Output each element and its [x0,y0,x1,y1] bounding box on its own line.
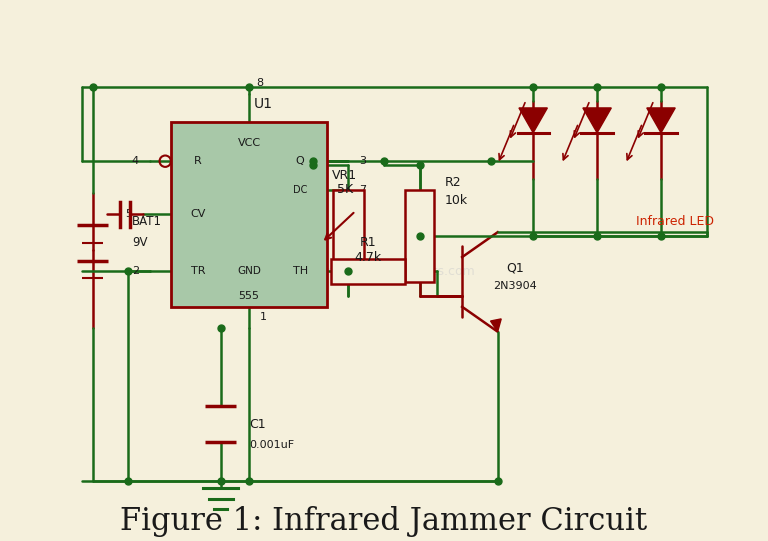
Polygon shape [519,108,548,133]
Text: Infrared LED: Infrared LED [636,215,714,228]
Text: U1: U1 [253,97,273,111]
Bar [406,189,434,282]
Polygon shape [491,319,502,332]
Text: R2: R2 [445,176,461,189]
Text: Q: Q [296,156,305,166]
Polygon shape [647,108,675,133]
Text: CV: CV [190,209,206,220]
Text: R: R [194,156,202,166]
Text: 4.7k: 4.7k [355,250,382,263]
Text: 7: 7 [359,184,366,195]
Bar [331,259,406,284]
Polygon shape [583,108,611,133]
Text: 2: 2 [132,266,139,276]
Text: 5K: 5K [337,183,353,196]
Text: BAT1: BAT1 [132,215,162,228]
Text: bestengineeringprojects.com: bestengineeringprojects.com [293,265,475,278]
Text: Q1: Q1 [507,261,525,274]
Text: VCC: VCC [237,138,260,148]
Text: 10k: 10k [445,194,468,207]
Text: 3: 3 [359,156,366,166]
Text: 555: 555 [239,291,260,301]
Text: C1: C1 [249,418,266,431]
Text: DC: DC [293,184,307,195]
Text: 8: 8 [257,78,263,88]
Text: 4: 4 [132,156,139,166]
Text: 0.001uF: 0.001uF [249,440,294,450]
Text: R1: R1 [359,236,376,249]
Text: 5: 5 [124,209,132,220]
Text: TH: TH [293,266,308,276]
Bar [333,189,364,282]
Text: VR1: VR1 [333,169,357,182]
Text: GND: GND [237,266,261,276]
Text: TR: TR [190,266,205,276]
Text: 6: 6 [359,266,366,276]
Text: Figure 1: Infrared Jammer Circuit: Figure 1: Infrared Jammer Circuit [121,506,647,537]
Text: 2N3904: 2N3904 [494,280,538,291]
Text: 1: 1 [260,313,266,322]
FancyBboxPatch shape [171,122,327,307]
Text: 9V: 9V [132,236,147,249]
